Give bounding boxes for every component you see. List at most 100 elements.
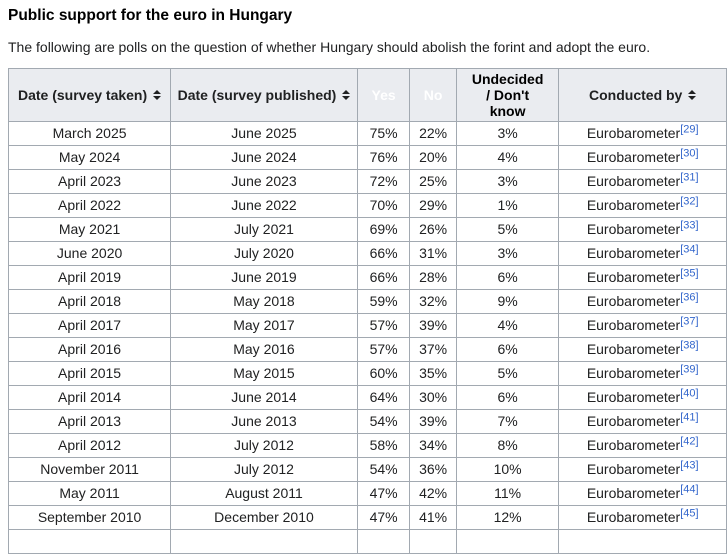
cell-undecided: 4% xyxy=(455,313,560,338)
cell-conducted-by: Eurobarometer[45] xyxy=(558,505,727,530)
table-row: April 2016 May 2016 57% 37% 6% Eurobarometer[… xyxy=(7,337,727,362)
reference-superscript: [34] xyxy=(680,243,698,255)
cell-yes: 47% xyxy=(356,505,411,530)
cell-yes: 57% xyxy=(356,313,411,338)
reference-superscript: [45] xyxy=(680,507,698,519)
cell-date-taken xyxy=(7,529,172,554)
reference-link[interactable]: [32] xyxy=(680,195,699,208)
cell-undecided: 6% xyxy=(455,337,560,362)
cell-no: 26% xyxy=(409,217,457,242)
cell-yes: 57% xyxy=(356,337,411,362)
reference-link[interactable]: [44] xyxy=(680,483,699,496)
sort-icon xyxy=(342,90,351,101)
cell-date-taken: May 2011 xyxy=(7,481,172,506)
cell-undecided xyxy=(455,529,560,554)
cell-yes: 47% xyxy=(356,481,411,506)
reference-superscript: [30] xyxy=(680,147,698,159)
cell-undecided: 5% xyxy=(455,361,560,386)
cell-no: 39% xyxy=(409,409,457,434)
reference-link[interactable]: [37] xyxy=(680,315,699,328)
cell-no: 29% xyxy=(409,193,457,218)
cell-no: 34% xyxy=(409,433,457,458)
pollster-name: Eurobarometer xyxy=(586,413,681,429)
cell-date-taken: April 2016 xyxy=(7,337,172,362)
cell-date-taken: November 2011 xyxy=(7,457,172,482)
cell-date-taken: April 2012 xyxy=(7,433,172,458)
cell-no: 31% xyxy=(409,241,457,266)
cell-date-taken: April 2018 xyxy=(7,289,172,314)
table-row: April 2012 July 2012 58% 34% 8% Eurobarometer… xyxy=(7,433,727,458)
cell-conducted-by: Eurobarometer[37] xyxy=(558,313,727,338)
cell-yes: 60% xyxy=(356,361,411,386)
cell-undecided: 6% xyxy=(455,385,560,410)
pollster-name: Eurobarometer xyxy=(586,293,681,309)
cell-no: 20% xyxy=(409,145,457,170)
pollster-name: Eurobarometer xyxy=(586,125,681,141)
cell-conducted-by: Eurobarometer[29] xyxy=(558,121,727,146)
table-row: April 2019 June 2019 66% 28% 6% Eurobarometer… xyxy=(7,265,727,290)
cell-conducted-by: Eurobarometer[30] xyxy=(558,145,727,170)
reference-superscript: [37] xyxy=(680,315,698,327)
table-row: April 2018 May 2018 59% 32% 9% Eurobarometer[… xyxy=(7,289,727,314)
page-title: Public support for the euro in Hungary xyxy=(8,7,293,24)
cell-date-published: December 2010 xyxy=(170,505,358,530)
cell-date-published: June 2013 xyxy=(170,409,358,434)
cell-no: 32% xyxy=(409,289,457,314)
reference-link[interactable]: [40] xyxy=(680,387,699,400)
cell-date-published: July 2012 xyxy=(170,457,358,482)
cell-conducted-by: Eurobarometer[40] xyxy=(558,385,727,410)
pollster-name: Eurobarometer xyxy=(586,485,681,501)
cell-date-published: May 2016 xyxy=(170,337,358,362)
cell-undecided: 4% xyxy=(455,145,560,170)
reference-link[interactable]: [45] xyxy=(680,507,699,520)
column-header-conducted-by[interactable]: Conducted by xyxy=(558,68,727,122)
reference-link[interactable]: [36] xyxy=(680,291,699,304)
reference-link[interactable]: [38] xyxy=(680,339,699,352)
cell-date-published: June 2023 xyxy=(170,169,358,194)
table-row: April 2022 June 2022 70% 29% 1% Eurobarometer… xyxy=(7,193,727,218)
reference-link[interactable]: [35] xyxy=(680,267,699,280)
table-row: April 2015 May 2015 60% 35% 5% Eurobarometer[… xyxy=(7,361,727,386)
cell-date-taken: May 2021 xyxy=(7,217,172,242)
cell-yes: 70% xyxy=(356,193,411,218)
table-row: April 2013 June 2013 54% 39% 7% Eurobarometer… xyxy=(7,409,727,434)
cell-conducted-by: Eurobarometer[31] xyxy=(558,169,727,194)
cell-no: 30% xyxy=(409,385,457,410)
cell-date-published: June 2024 xyxy=(170,145,358,170)
cell-date-published: May 2018 xyxy=(170,289,358,314)
cell-no: 41% xyxy=(409,505,457,530)
pollster-name: Eurobarometer xyxy=(586,461,681,477)
column-header-date-taken[interactable]: Date (survey taken) xyxy=(7,68,172,122)
cell-no xyxy=(409,529,457,554)
pollster-name: Eurobarometer xyxy=(586,221,681,237)
reference-superscript: [39] xyxy=(680,363,698,375)
cell-no: 37% xyxy=(409,337,457,362)
table-row: May 2011 August 2011 47% 42% 11% Eurobaromete… xyxy=(7,481,727,506)
column-header-undecided: Undecided / Don't know xyxy=(455,68,560,122)
pollster-name: Eurobarometer xyxy=(586,365,681,381)
reference-link[interactable]: [30] xyxy=(680,147,699,160)
cell-yes: 72% xyxy=(356,169,411,194)
table-row xyxy=(7,529,727,554)
pollster-name: Eurobarometer xyxy=(586,509,681,525)
reference-link[interactable]: [31] xyxy=(680,171,699,184)
cell-date-published: May 2015 xyxy=(170,361,358,386)
reference-link[interactable]: [34] xyxy=(680,243,699,256)
table-row: April 2023 June 2023 72% 25% 3% Eurobarometer… xyxy=(7,169,727,194)
reference-link[interactable]: [39] xyxy=(680,363,699,376)
table-header-row: Date (survey taken) Date (survey publishe… xyxy=(7,68,727,122)
cell-undecided: 3% xyxy=(455,241,560,266)
cell-conducted-by: Eurobarometer[38] xyxy=(558,337,727,362)
reference-link[interactable]: [41] xyxy=(680,411,699,424)
cell-date-taken: April 2019 xyxy=(7,265,172,290)
reference-link[interactable]: [29] xyxy=(680,123,699,136)
reference-link[interactable]: [43] xyxy=(680,459,699,472)
cell-date-taken: April 2017 xyxy=(7,313,172,338)
column-header-date-published[interactable]: Date (survey published) xyxy=(170,68,358,122)
reference-link[interactable]: [33] xyxy=(680,219,699,232)
cell-date-published: June 2022 xyxy=(170,193,358,218)
table-row: June 2020 July 2020 66% 31% 3% Eurobarometer[… xyxy=(7,241,727,266)
cell-date-taken: April 2022 xyxy=(7,193,172,218)
cell-no: 25% xyxy=(409,169,457,194)
reference-link[interactable]: [42] xyxy=(680,435,699,448)
